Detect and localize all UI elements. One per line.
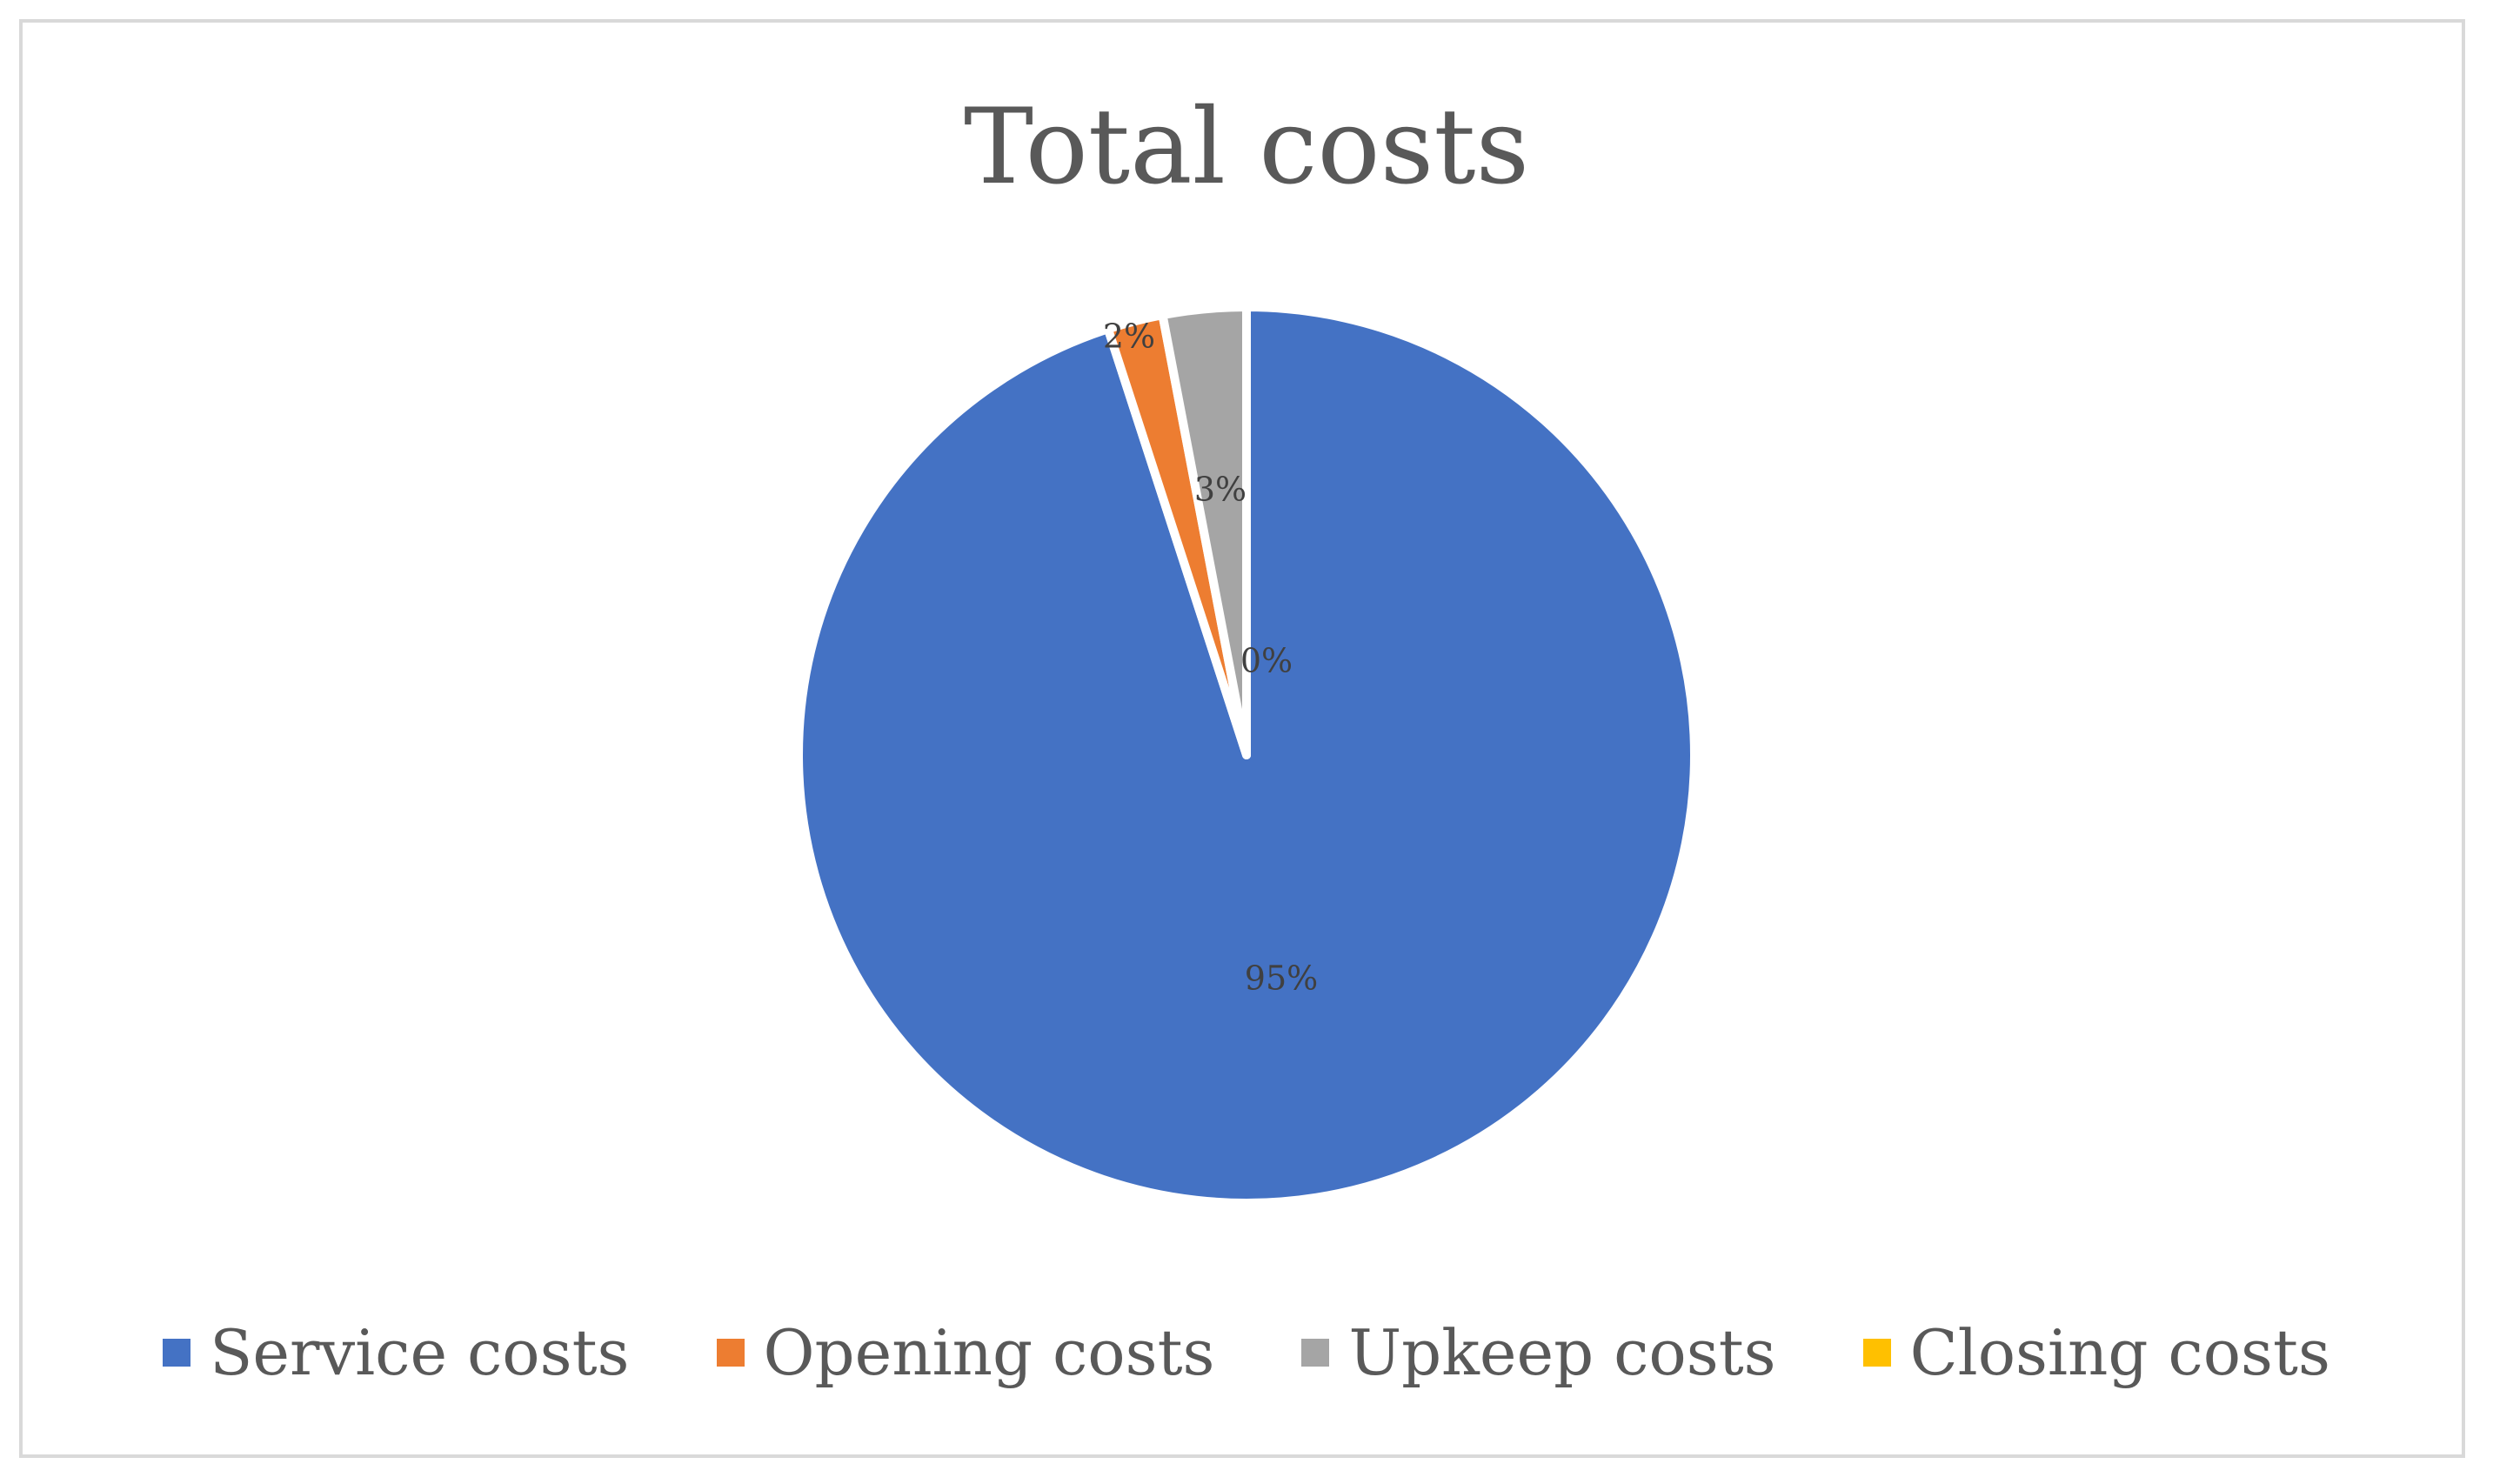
- pie-slice-upkeep: [1158, 303, 1251, 759]
- legend-swatch-service: [163, 1339, 191, 1367]
- legend-swatch-opening: [716, 1339, 745, 1367]
- data-label-closing: 0%: [1240, 642, 1293, 680]
- legend-label-upkeep: Upkeep costs: [1348, 1316, 1776, 1389]
- legend: Service costs Opening costs Upkeep costs…: [0, 1314, 2493, 1392]
- legend-swatch-upkeep: [1301, 1339, 1330, 1367]
- data-label-upkeep: 3%: [1194, 471, 1246, 509]
- data-label-opening: 2%: [1103, 318, 1155, 356]
- legend-item-closing: Closing costs: [1862, 1316, 2330, 1389]
- legend-swatch-closing: [1862, 1339, 1891, 1367]
- data-label-service: 95%: [1245, 959, 1318, 998]
- legend-label-service: Service costs: [210, 1316, 630, 1389]
- chart-title: Total costs: [963, 87, 1530, 208]
- legend-item-service: Service costs: [163, 1316, 630, 1389]
- legend-item-opening: Opening costs: [716, 1316, 1215, 1389]
- legend-label-closing: Closing costs: [1909, 1316, 2330, 1389]
- legend-label-opening: Opening costs: [763, 1316, 1215, 1389]
- legend-item-upkeep: Upkeep costs: [1301, 1316, 1776, 1389]
